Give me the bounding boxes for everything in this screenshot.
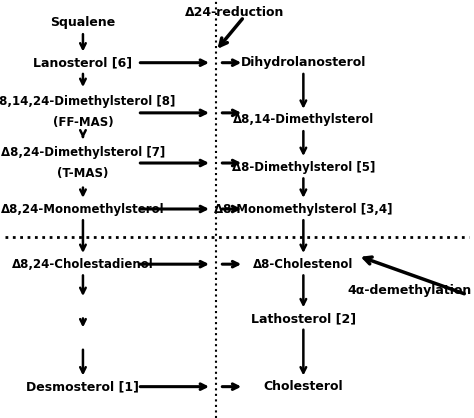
Text: Desmosterol [1]: Desmosterol [1] [27,380,139,393]
Text: Lathosterol [2]: Lathosterol [2] [251,312,356,325]
Text: Δ8-Monomethylsterol [3,4]: Δ8-Monomethylsterol [3,4] [214,202,392,216]
Text: Δ8-Dimethylsterol [5]: Δ8-Dimethylsterol [5] [232,161,375,174]
Text: Dihydrolanosterol: Dihydrolanosterol [241,56,366,69]
Text: Δ8,14,24-Dimethylsterol [8]: Δ8,14,24-Dimethylsterol [8] [0,95,176,108]
Text: Squalene: Squalene [50,16,116,30]
Text: Δ8-Cholestenol: Δ8-Cholestenol [253,257,354,271]
Text: (FF-MAS): (FF-MAS) [53,115,113,129]
Text: Δ8,24-Dimethylsterol [7]: Δ8,24-Dimethylsterol [7] [1,146,165,160]
Text: Δ24-reduction: Δ24-reduction [185,6,284,19]
Text: Δ8,24-Cholestadienol: Δ8,24-Cholestadienol [12,257,154,271]
Text: Δ8,14-Dimethylsterol: Δ8,14-Dimethylsterol [233,113,374,127]
Text: 4α-demethylation: 4α-demethylation [347,284,472,297]
Text: Lanosterol [6]: Lanosterol [6] [33,56,133,69]
Text: Cholesterol: Cholesterol [264,380,343,393]
Text: (T-MAS): (T-MAS) [57,166,109,180]
Text: Δ8,24-Monomethylsterol: Δ8,24-Monomethylsterol [1,202,165,216]
